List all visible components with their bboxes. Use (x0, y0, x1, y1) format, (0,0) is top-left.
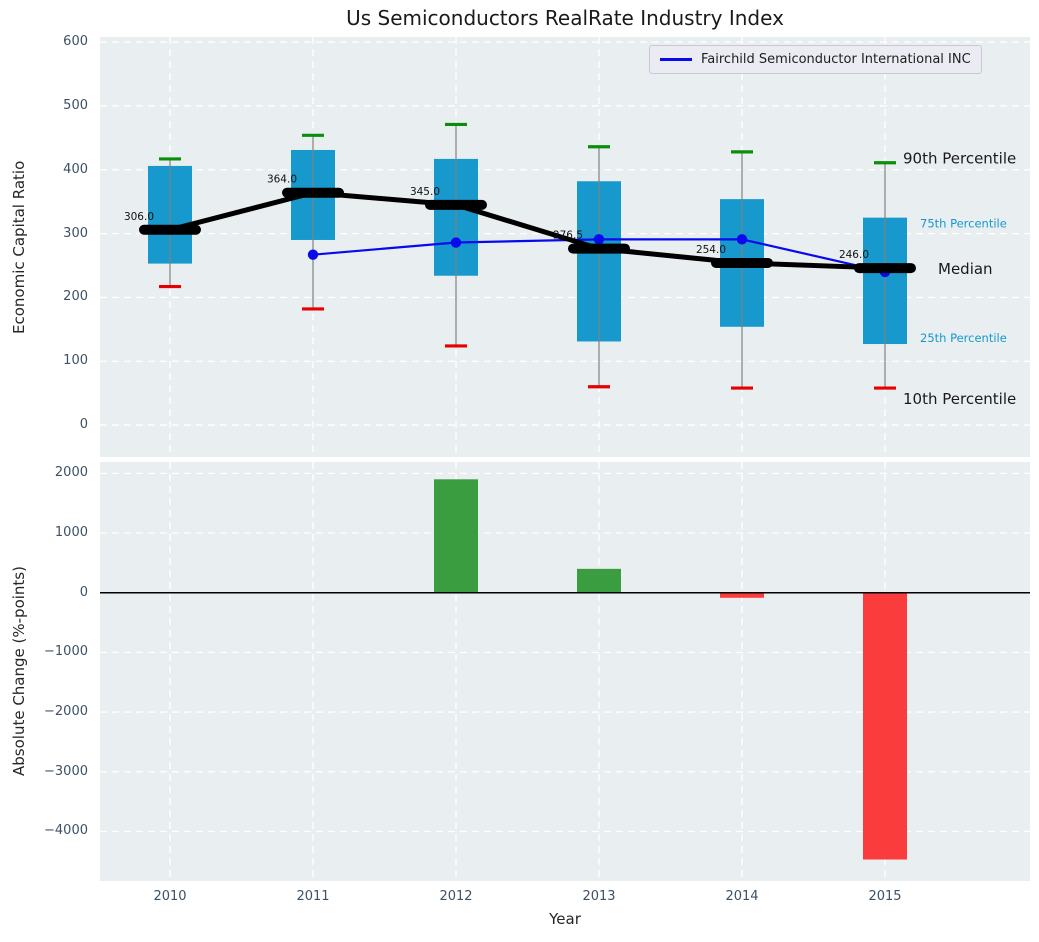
company-point-2011 (307, 249, 319, 260)
median-value-label: 306.0 (124, 211, 154, 223)
bar-chart (100, 462, 1030, 881)
annotation-10th-percentile: 10th Percentile (903, 390, 1016, 408)
median-value-label: 345.0 (410, 186, 440, 198)
bottom-y-tick-label: 2000 (54, 465, 88, 481)
bottom-y-tick-label: −1000 (44, 644, 88, 660)
bottom-y-tick-label: 0 (79, 584, 88, 600)
top-y-tick-label: 200 (63, 289, 88, 305)
annotation-75th-percentile: 75th Percentile (920, 217, 1007, 231)
bottom-y-tick-label: −4000 (44, 823, 88, 839)
annotation-25th-percentile: 25th Percentile (920, 331, 1007, 345)
chart-title: Us Semiconductors RealRate Industry Inde… (346, 6, 784, 30)
annotation-90th-percentile: 90th Percentile (903, 150, 1016, 168)
company-point-2014 (736, 234, 748, 245)
median-marker-2015 (854, 263, 916, 274)
top-y-tick-label: 400 (63, 161, 88, 177)
top-y-tick-label: 600 (63, 34, 88, 50)
median-marker-2014 (711, 257, 773, 268)
median-marker-2010 (139, 224, 201, 235)
x-tick-label-2015: 2015 (868, 889, 902, 904)
change-bar-2012 (434, 479, 478, 593)
company-point-2013 (593, 234, 605, 245)
bottom-panel (100, 462, 1030, 881)
x-tick-label-2013: 2013 (582, 889, 616, 904)
median-line (167, 190, 888, 271)
legend-line-icon (660, 58, 692, 61)
x-tick-label-2010: 2010 (153, 889, 187, 904)
legend-label: Fairchild Semiconductor International IN… (701, 52, 971, 67)
change-bar-2014 (720, 592, 764, 598)
change-bar-2013 (577, 568, 621, 593)
median-marker-2012 (425, 199, 487, 210)
top-y-tick-label: 300 (63, 225, 88, 241)
median-marker-2013 (568, 243, 630, 254)
median-value-label: 364.0 (267, 174, 297, 186)
median-value-label: 276.5 (553, 230, 583, 242)
change-bar-2015 (863, 592, 907, 860)
box-chart: 306.0 364.0 345.0 276.5 254.0 246.0 90th Perce… (100, 37, 1030, 457)
x-axis-label: Year (549, 910, 581, 928)
legend: Fairchild Semiconductor International IN… (649, 45, 982, 74)
top-y-tick-label: 100 (63, 353, 88, 369)
annotation-median: Median (938, 260, 993, 278)
company-point-2012 (450, 237, 462, 248)
x-tick-label-2011: 2011 (296, 889, 330, 904)
x-tick-label-2012: 2012 (439, 889, 473, 904)
x-tick-label-2014: 2014 (725, 889, 759, 904)
median-value-label: 254.0 (696, 244, 726, 256)
bottom-y-tick-label: −2000 (44, 704, 88, 720)
top-panel: 306.0 364.0 345.0 276.5 254.0 246.0 90th Perce… (100, 37, 1030, 457)
top-y-tick-label: 500 (63, 97, 88, 113)
median-value-label: 246.0 (839, 249, 869, 261)
bottom-y-tick-label: −3000 (44, 763, 88, 779)
bottom-y-tick-label: 1000 (54, 525, 88, 541)
median-marker-2011 (282, 187, 344, 198)
top-y-tick-label: 0 (79, 417, 88, 433)
